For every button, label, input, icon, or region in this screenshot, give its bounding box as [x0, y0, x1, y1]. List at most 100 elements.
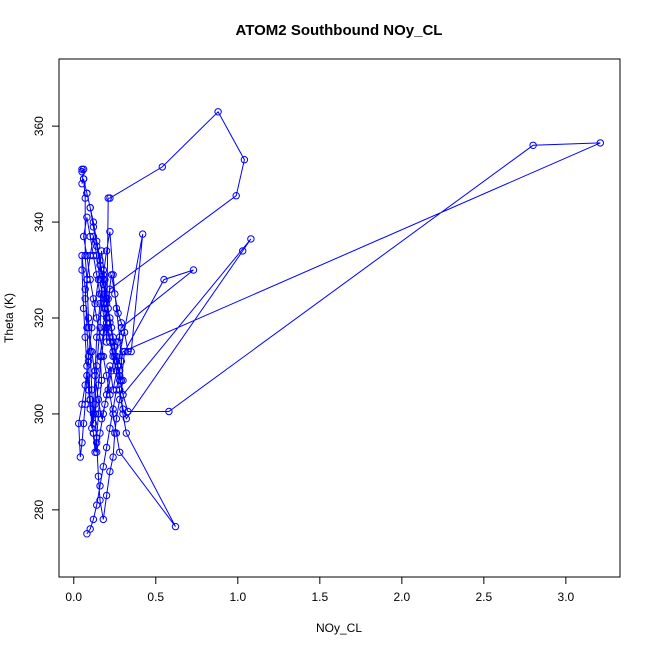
x-tick-label: 2.0 — [393, 590, 410, 604]
data-point — [106, 391, 114, 399]
data-point — [83, 362, 91, 370]
data-point — [96, 256, 104, 265]
y-axis: 280 300 320 340 360 — [32, 116, 60, 520]
data-point — [112, 357, 121, 365]
y-tick-label: 320 — [32, 308, 46, 328]
data-point — [88, 386, 96, 394]
data-point — [109, 338, 117, 346]
data-point — [78, 251, 86, 260]
data-point — [89, 429, 98, 437]
data-point — [93, 439, 101, 447]
data-point — [81, 285, 89, 293]
data-point — [107, 323, 116, 332]
data-point — [139, 230, 147, 238]
data-point — [106, 228, 114, 236]
x-tick-label: 1.5 — [311, 590, 328, 604]
data-point — [79, 419, 88, 428]
data-point — [78, 400, 86, 408]
data-point — [102, 391, 111, 399]
data-point — [83, 189, 91, 198]
data-point — [109, 453, 117, 461]
data-point — [122, 429, 131, 437]
data-point — [99, 280, 108, 289]
data-point — [97, 415, 106, 423]
data-point — [112, 429, 121, 437]
data-point — [91, 410, 99, 418]
data-point — [109, 405, 117, 413]
data-point — [88, 424, 96, 432]
data-point — [124, 347, 132, 356]
data-point — [93, 237, 101, 246]
data-point — [81, 194, 89, 202]
data-point — [96, 290, 104, 298]
data-point — [91, 299, 99, 308]
data-point — [93, 242, 101, 250]
data-point — [114, 309, 122, 317]
data-point — [240, 156, 249, 164]
data-point — [101, 400, 109, 408]
data-point — [111, 290, 119, 298]
data-point — [84, 323, 93, 332]
data-point — [94, 381, 103, 389]
x-axis: 0.0 0.5 1.0 1.5 2.0 2.5 3.0 — [65, 576, 575, 604]
data-point — [88, 347, 96, 356]
data-point — [109, 410, 117, 418]
data-point — [104, 304, 112, 313]
data-point — [81, 295, 89, 303]
data-point — [89, 218, 98, 226]
data-point — [165, 407, 173, 416]
data-point — [106, 467, 114, 476]
data-point — [102, 491, 111, 500]
data-point — [232, 192, 240, 200]
data-point — [89, 295, 98, 303]
data-point — [81, 333, 89, 341]
data-point — [239, 247, 247, 255]
data-point — [86, 204, 94, 212]
data-point — [93, 448, 101, 456]
chart-title: ATOM2 Southbound NOy_CL — [236, 22, 443, 39]
data-point — [99, 309, 108, 317]
data-point — [119, 347, 127, 356]
data-point — [83, 530, 91, 538]
data-point — [93, 314, 101, 322]
data-point — [171, 522, 180, 531]
data-point — [78, 266, 86, 274]
data-point — [83, 371, 91, 380]
data-point — [75, 419, 83, 428]
data-point — [119, 391, 127, 399]
data-point — [86, 405, 94, 413]
data-point — [116, 367, 124, 375]
x-axis-label: NOy_CL — [316, 621, 362, 635]
data-point — [91, 371, 99, 380]
data-point — [106, 424, 114, 432]
data-point — [596, 139, 604, 147]
data-point — [117, 323, 126, 332]
data-point — [114, 338, 122, 346]
data-point — [99, 275, 108, 284]
series-group — [75, 108, 604, 538]
data-point — [106, 314, 114, 322]
data-point — [79, 304, 88, 313]
x-tick-label: 1.0 — [229, 590, 246, 604]
data-point — [116, 371, 124, 380]
data-point — [112, 352, 121, 361]
data-point — [86, 275, 94, 284]
data-point — [122, 415, 131, 423]
data-point — [158, 163, 167, 171]
data-point — [102, 443, 111, 452]
data-point — [106, 194, 114, 202]
x-tick-label: 0.0 — [65, 590, 82, 604]
data-point — [214, 108, 222, 116]
data-point — [83, 275, 91, 284]
data-point — [160, 275, 168, 284]
data-point — [102, 295, 111, 303]
data-point — [79, 175, 88, 183]
data-point — [86, 395, 94, 404]
data-point — [84, 314, 93, 322]
data-point — [101, 304, 109, 313]
data-point — [84, 357, 93, 365]
series-line — [78, 110, 601, 535]
data-point — [99, 410, 108, 418]
data-point — [107, 271, 116, 279]
